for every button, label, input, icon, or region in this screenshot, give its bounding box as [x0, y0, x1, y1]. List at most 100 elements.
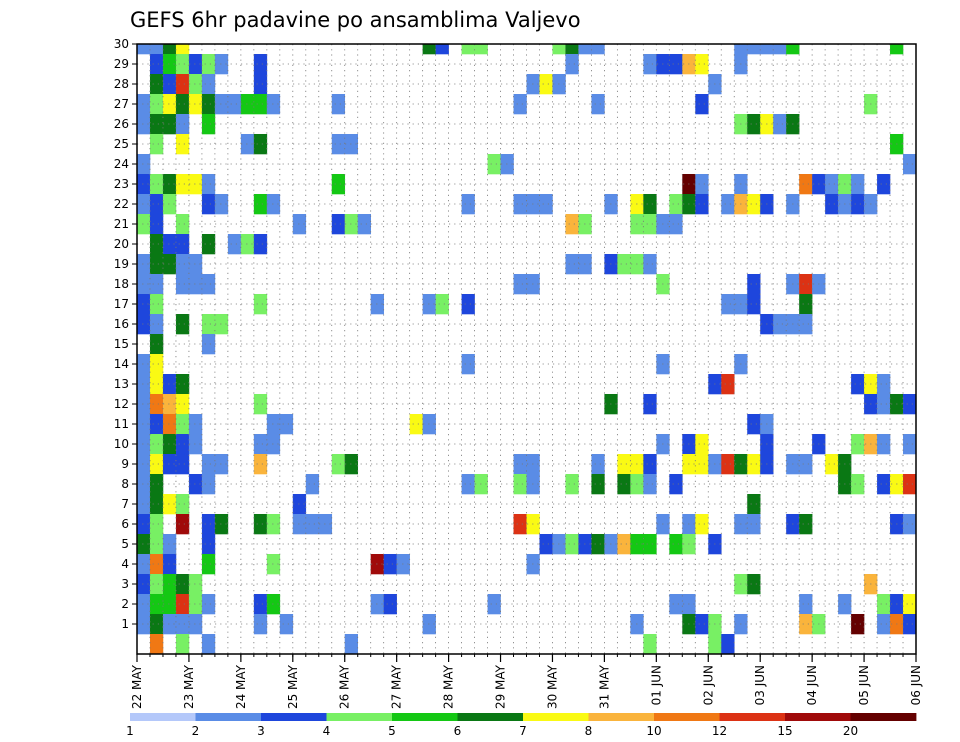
- heatmap-cell: [422, 44, 436, 55]
- heatmap-cell: [760, 44, 774, 55]
- heatmap-cell: [162, 114, 177, 135]
- colorbar-swatch: [392, 713, 458, 721]
- heatmap-cell: [877, 374, 891, 395]
- heatmap-cell: [695, 434, 709, 455]
- heatmap-cell: [708, 634, 722, 655]
- heatmap-cell: [799, 314, 813, 335]
- heatmap-cell: [188, 414, 203, 435]
- heatmap-cell: [357, 214, 371, 235]
- heatmap-cell: [149, 274, 164, 295]
- heatmap-cell: [227, 234, 242, 255]
- heatmap-cell: [903, 394, 917, 415]
- heatmap-cell: [643, 394, 657, 415]
- heatmap-cell: [253, 54, 268, 75]
- heatmap-cell: [149, 614, 164, 635]
- x-tick-label: 26 MAY: [338, 664, 352, 709]
- heatmap-cell: [149, 514, 164, 535]
- colorbar-swatch: [654, 713, 720, 721]
- heatmap-cell: [461, 194, 475, 215]
- y-tick-label: 30: [114, 37, 129, 51]
- heatmap-cell: [137, 154, 151, 175]
- heatmap-cell: [201, 234, 216, 255]
- heatmap-cell: [175, 614, 190, 635]
- x-tick-label: 05 JUN: [857, 665, 871, 705]
- heatmap-cell: [227, 94, 242, 115]
- heatmap-cell: [149, 454, 164, 475]
- heatmap-cell: [383, 594, 397, 615]
- heatmap-cell: [162, 494, 177, 515]
- heatmap-cell: [149, 194, 164, 215]
- heatmap-cell: [903, 474, 917, 495]
- y-tick-label: 26: [114, 117, 129, 131]
- heatmap-cell: [669, 54, 683, 75]
- y-tick-label: 18: [114, 277, 129, 291]
- heatmap-cell: [669, 474, 683, 495]
- heatmap-cell: [851, 374, 865, 395]
- heatmap-cell: [175, 314, 190, 335]
- heatmap-cell: [137, 274, 151, 295]
- heatmap-cell: [137, 374, 151, 395]
- heatmap-cell: [162, 234, 177, 255]
- colorbar: 1 2 3 4 5 6 7 8 10 12 15 20: [126, 713, 917, 738]
- heatmap-cell: [149, 174, 164, 195]
- heatmap-cell: [175, 74, 190, 95]
- heatmap-cell: [266, 194, 281, 215]
- y-tick-label: 2: [121, 597, 129, 611]
- heatmap-cell: [175, 574, 190, 595]
- heatmap-cell: [162, 94, 177, 115]
- heatmap-cell: [137, 354, 151, 375]
- heatmap-cell: [253, 234, 268, 255]
- heatmap-cell: [721, 294, 735, 315]
- heatmap-cell: [188, 54, 203, 75]
- heatmap-cell: [175, 134, 190, 155]
- y-tick-label: 28: [114, 77, 129, 91]
- heatmap-cell: [747, 114, 761, 135]
- heatmap-cell: [461, 354, 475, 375]
- heatmap-cell: [137, 394, 151, 415]
- heatmap-cell: [877, 614, 891, 635]
- heatmap-cell: [175, 594, 190, 615]
- heatmap-cell: [669, 534, 683, 555]
- heatmap-cell: [747, 414, 761, 435]
- heatmap-cell: [175, 394, 190, 415]
- heatmap-cell: [331, 134, 346, 155]
- heatmap-cell: [799, 614, 813, 635]
- y-tick-label: 13: [114, 377, 129, 391]
- y-tick-label: 17: [114, 297, 129, 311]
- colorbar-label: 7: [519, 724, 527, 738]
- heatmap-cell: [253, 454, 268, 475]
- heatmap-cell: [201, 514, 216, 535]
- heatmap-cell: [318, 514, 333, 535]
- heatmap-cell: [266, 414, 281, 435]
- colorbar-swatch: [719, 713, 786, 721]
- y-tick-label: 9: [121, 457, 129, 471]
- y-tick-label: 24: [114, 157, 129, 171]
- heatmap-cell: [201, 94, 216, 115]
- heatmap-cell: [890, 44, 904, 55]
- heatmap-cell: [734, 44, 748, 55]
- heatmap-cell: [903, 594, 917, 615]
- heatmap-cell: [201, 534, 216, 555]
- heatmap-cell: [162, 54, 177, 75]
- heatmap-cell: [137, 554, 151, 575]
- heatmap-cell: [201, 554, 216, 575]
- heatmap-cells: [137, 44, 917, 655]
- heatmap-cell: [799, 454, 813, 475]
- heatmap-cell: [137, 194, 151, 215]
- heatmap-cell: [799, 294, 813, 315]
- heatmap-cell: [201, 114, 216, 135]
- heatmap-cell: [799, 594, 813, 615]
- heatmap-cell: [253, 594, 268, 615]
- heatmap-cell: [201, 314, 216, 335]
- heatmap-cell: [435, 294, 449, 315]
- colorbar-label: 3: [257, 724, 265, 738]
- x-tick-label: 29 MAY: [494, 664, 508, 709]
- heatmap-cell: [877, 394, 891, 415]
- heatmap-cell: [799, 274, 813, 295]
- heatmap-cell: [137, 294, 151, 315]
- heatmap-cell: [201, 54, 216, 75]
- heatmap-cell: [643, 54, 657, 75]
- heatmap-cell: [149, 374, 164, 395]
- x-tick-label: 22 MAY: [130, 664, 144, 709]
- colorbar-swatch: [785, 713, 851, 721]
